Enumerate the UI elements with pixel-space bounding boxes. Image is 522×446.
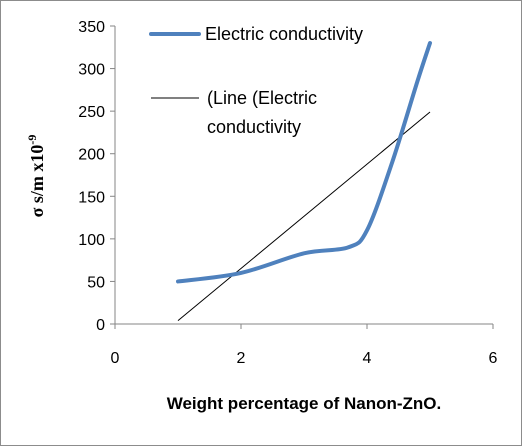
- legend-label-linear-fit-line1: (Line (Electric: [207, 88, 317, 108]
- y-tick-label: 300: [78, 62, 105, 79]
- y-axis-label: σ s/m x10-9: [25, 135, 47, 218]
- series-linear-fit-line: [177, 111, 431, 321]
- x-tick-label: 4: [363, 350, 372, 367]
- y-tick-label: 350: [78, 19, 105, 36]
- x-axis-label: Weight percentage of Nanon-ZnO.: [167, 394, 442, 413]
- y-tick-label: 100: [78, 232, 105, 249]
- y-tick-label: 250: [78, 104, 105, 121]
- legend: Electric conductivity (Line (Electric co…: [149, 24, 363, 137]
- axes: [114, 26, 493, 325]
- x-tick-label: 0: [111, 350, 120, 367]
- y-axis-label-exponent: -9: [25, 135, 39, 145]
- x-tick-label: 2: [237, 350, 246, 367]
- legend-label-linear-fit-line2: conductivity: [207, 117, 301, 137]
- y-axis-label-main: σ s/m x10: [27, 145, 47, 218]
- x-tick-label: 6: [489, 350, 498, 367]
- y-tick-label: 0: [96, 317, 105, 334]
- y-tick-label: 150: [78, 189, 105, 206]
- series-electric-conductivity-line: [176, 41, 432, 284]
- y-tick-label: 200: [78, 147, 105, 164]
- legend-label-electric-conductivity: Electric conductivity: [205, 24, 363, 44]
- y-tick-label: 50: [87, 274, 105, 291]
